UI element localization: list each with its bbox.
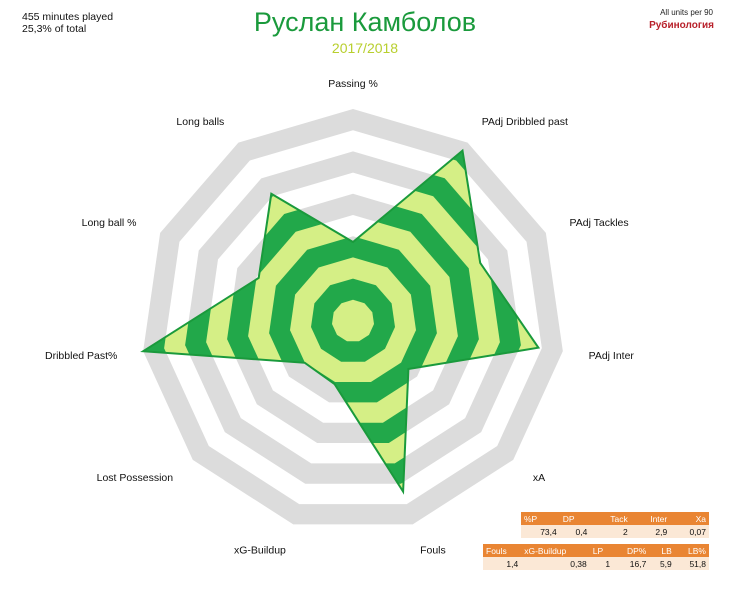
table-header-cell: Fouls — [483, 544, 522, 557]
table-cell: 0,07 — [670, 525, 709, 538]
axis-label: Passing % — [328, 78, 378, 90]
player-name-title: Руслан Камболов — [253, 7, 477, 37]
axis-label: PAdj Inter — [589, 350, 635, 362]
table-header-cell: Inter — [630, 512, 671, 525]
axis-label: PAdj Tackles — [570, 217, 629, 229]
season-subtitle: 2017/2018 — [331, 40, 399, 56]
minutes-played: 455 minutes played — [22, 11, 114, 23]
table-header-row: Fouls xG-Buildup LP DP% LB LB% — [483, 544, 709, 557]
units-note: All units per 90 — [660, 8, 713, 17]
table-header-cell: LB% — [674, 544, 709, 557]
axis-label: Fouls — [420, 544, 446, 556]
stats-table-1: %P DP Tack Inter Xa 73,4 0,4 2 2,9 0,07 — [521, 512, 709, 538]
table-header-cell: %P — [521, 512, 560, 525]
table-cell: 73,4 — [521, 525, 560, 538]
table-header-cell: LP — [589, 544, 614, 557]
table-cell: 1,4 — [483, 557, 522, 570]
table-cell: 16,7 — [613, 557, 650, 570]
table-cell: 2 — [590, 525, 631, 538]
brand-logo-text: Рубинология — [649, 20, 714, 31]
table-row: 73,4 0,4 2 2,9 0,07 — [521, 525, 709, 538]
axis-label: PAdj Dribbled past — [482, 116, 568, 128]
table-cell: 0,38 — [521, 557, 590, 570]
value-band-core — [336, 304, 370, 338]
radar-value-outline — [140, 148, 541, 495]
axis-label: Lost Possession — [97, 472, 174, 484]
axis-label: Long balls — [176, 116, 224, 128]
axis-labels: Passing % PAdj Dribbled past PAdj Tackles P… — [45, 78, 634, 556]
table-header-cell: Tack — [590, 512, 631, 525]
table-header-cell: DP% — [613, 544, 650, 557]
table-cell: 51,8 — [674, 557, 709, 570]
table-cell: 5,9 — [649, 557, 675, 570]
minutes-info: 455 minutes played 25,3% of total — [22, 11, 113, 35]
table-cell: 1 — [589, 557, 614, 570]
table-header-cell: DP — [559, 512, 591, 525]
table-cell: 2,9 — [630, 525, 671, 538]
table-cell: 0,4 — [559, 525, 591, 538]
axis-label: xG-Buildup — [234, 544, 286, 556]
table-row: 1,4 0,38 1 16,7 5,9 51,8 — [483, 557, 709, 570]
axis-label: Dribbled Past% — [45, 350, 117, 362]
table-header-cell: LB — [649, 544, 675, 557]
axis-label: Long ball % — [82, 217, 137, 229]
minutes-share: 25,3% of total — [22, 23, 87, 35]
axis-label: xA — [533, 472, 545, 484]
table-header-cell: xG-Buildup — [521, 544, 590, 557]
stats-table-2: Fouls xG-Buildup LP DP% LB LB% 1,4 0,38 … — [483, 544, 709, 570]
table-header-cell: Xa — [670, 512, 709, 525]
table-header-row: %P DP Tack Inter Xa — [521, 512, 709, 525]
